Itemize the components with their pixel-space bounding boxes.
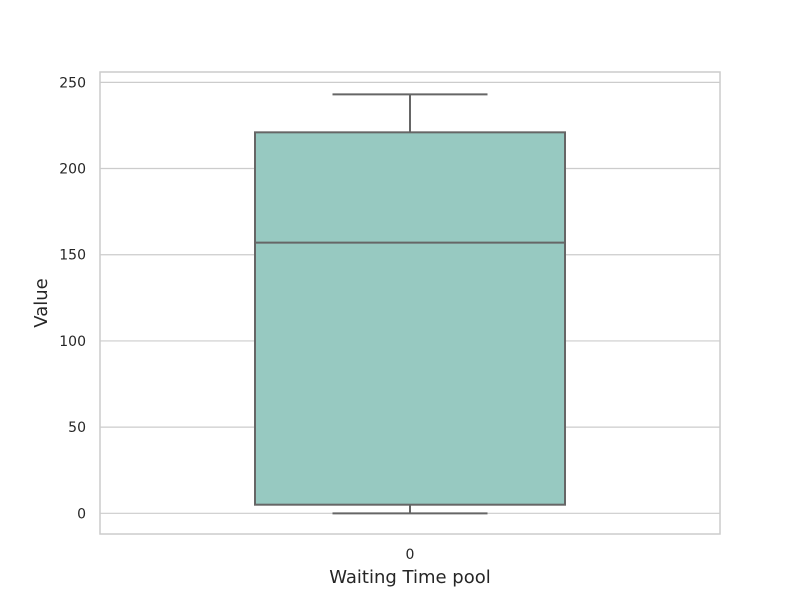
box-series	[254, 93, 566, 515]
x-tick-labels: 0	[406, 547, 415, 563]
x-axis-label: Waiting Time pool	[329, 567, 491, 588]
y-axis-label: Value	[31, 278, 52, 327]
y-tick-label: 100	[59, 334, 86, 350]
y-tick-labels: 0 50 100 150 200 250	[59, 75, 86, 522]
plot-frame	[99, 71, 721, 535]
box-group	[254, 93, 566, 515]
x-tick-label: 0	[406, 547, 415, 563]
y-tick-label: 0	[77, 506, 86, 522]
y-tick-label: 200	[59, 162, 86, 178]
iqr-box	[254, 131, 566, 506]
y-tick-label: 250	[59, 75, 86, 91]
y-tick-label: 50	[68, 420, 86, 436]
y-tick-label: 150	[59, 248, 86, 264]
